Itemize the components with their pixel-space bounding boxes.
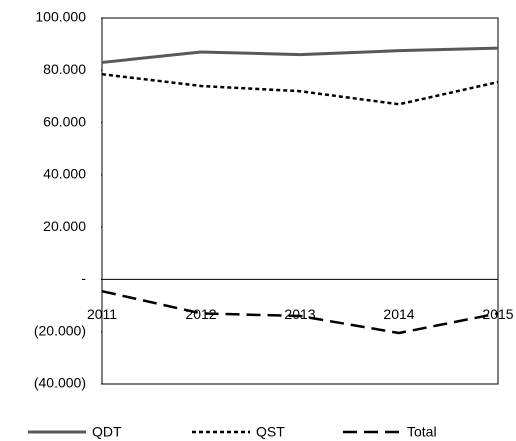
y-tick-label: 20.000 <box>43 218 86 234</box>
x-tick-label: 2011 <box>87 306 117 322</box>
y-tick-label: - <box>81 270 86 286</box>
y-tick-label: (40.000) <box>34 375 86 391</box>
series-line <box>101 289 499 335</box>
y-tick-label: 40.000 <box>43 166 86 182</box>
plot-frame <box>101 17 499 385</box>
y-tick-label: (20.000) <box>34 322 86 338</box>
x-tick-label: 2014 <box>383 306 414 322</box>
legend-label: Total <box>407 424 437 440</box>
y-tick-label: 60.000 <box>43 113 86 129</box>
series-line <box>101 46 499 64</box>
x-tick-label: 2013 <box>284 306 315 322</box>
series-line <box>101 72 499 106</box>
y-tick-label: 80.000 <box>43 61 86 77</box>
legend-label: QST <box>256 424 285 440</box>
legend-label: QDT <box>92 424 122 440</box>
y-tick-label: 100.000 <box>35 9 86 25</box>
x-tick-label: 2012 <box>185 306 216 322</box>
